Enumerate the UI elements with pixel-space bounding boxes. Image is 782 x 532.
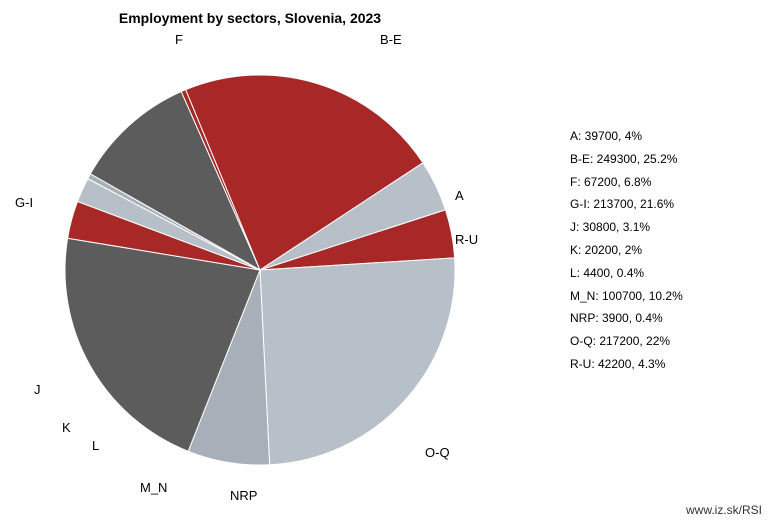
slice-label-nrp: NRP bbox=[230, 488, 257, 503]
slice-label-a: A bbox=[455, 188, 464, 203]
source-link: www.iz.sk/RSI bbox=[686, 503, 762, 517]
pie-chart bbox=[60, 40, 480, 505]
chart-title: Employment by sectors, Slovenia, 2023 bbox=[0, 10, 500, 26]
slice-label-l: L bbox=[92, 438, 99, 453]
slice-label-gi: G-I bbox=[15, 195, 33, 210]
legend-item-oq: O-Q: 217200, 22% bbox=[570, 330, 683, 353]
slice-label-j: J bbox=[34, 382, 41, 397]
slice-label-mn: M_N bbox=[140, 480, 167, 495]
legend-item-f: F: 67200, 6.8% bbox=[570, 171, 683, 194]
slice-label-k: K bbox=[62, 420, 71, 435]
legend-item-mn: M_N: 100700, 10.2% bbox=[570, 285, 683, 308]
slice-label-f: F bbox=[175, 32, 183, 47]
slice-label-oq: O-Q bbox=[425, 445, 450, 460]
slice-label-be: B-E bbox=[380, 32, 402, 47]
legend-item-be: B-E: 249300, 25.2% bbox=[570, 148, 683, 171]
legend-item-l: L: 4400, 0.4% bbox=[570, 262, 683, 285]
legend-item-ru: R-U: 42200, 4.3% bbox=[570, 353, 683, 376]
chart-legend: A: 39700, 4%B-E: 249300, 25.2%F: 67200, … bbox=[570, 125, 683, 376]
legend-item-nrp: NRP: 3900, 0.4% bbox=[570, 307, 683, 330]
legend-item-a: A: 39700, 4% bbox=[570, 125, 683, 148]
slice-label-ru: R-U bbox=[455, 232, 478, 247]
legend-item-j: J: 30800, 3.1% bbox=[570, 216, 683, 239]
pie-slice-be bbox=[260, 258, 455, 465]
legend-item-k: K: 20200, 2% bbox=[570, 239, 683, 262]
legend-item-gi: G-I: 213700, 21.6% bbox=[570, 193, 683, 216]
